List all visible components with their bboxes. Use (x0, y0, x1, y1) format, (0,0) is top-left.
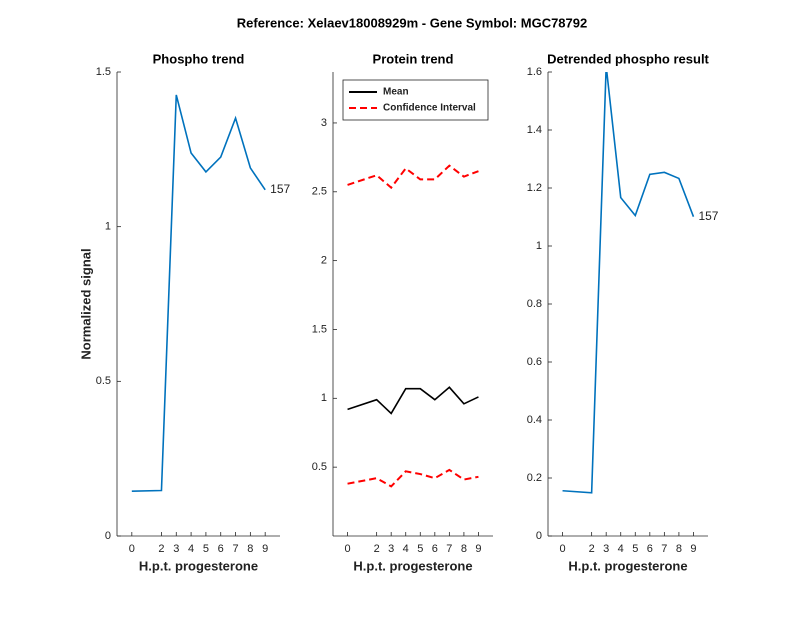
x-axis-label: H.p.t. progesterone (139, 558, 258, 573)
y-tick-label: 3 (321, 117, 327, 129)
y-tick-label: 1.2 (527, 182, 542, 194)
legend-box (342, 79, 489, 121)
x-tick-label: 5 (632, 543, 638, 555)
y-tick-label: 0.8 (527, 298, 542, 310)
x-tick-label: 4 (188, 543, 194, 555)
y-tick-label: 0 (536, 530, 542, 542)
x-tick-label: 0 (129, 543, 135, 555)
y-tick-label: 2 (321, 255, 327, 267)
legend-label: Confidence Interval (383, 103, 476, 114)
annotation: 157 (270, 182, 290, 196)
x-tick-label: 9 (262, 543, 268, 555)
y-tick-label: 0.4 (527, 414, 542, 426)
x-tick-label: 3 (603, 543, 609, 555)
x-tick-label: 4 (618, 543, 624, 555)
y-tick-label: 1.4 (527, 124, 542, 136)
x-tick-label: 0 (344, 543, 350, 555)
x-tick-label: 3 (388, 543, 394, 555)
x-tick-label: 5 (417, 543, 423, 555)
panel-title: Phospho trend (153, 51, 245, 66)
x-tick-label: 9 (690, 543, 696, 555)
x-tick-label: 3 (173, 543, 179, 555)
y-tick-label: 2.5 (312, 186, 327, 198)
y-tick-label: 0 (105, 530, 111, 542)
x-tick-label: 6 (647, 543, 653, 555)
x-tick-label: 6 (218, 543, 224, 555)
x-tick-label: 2 (374, 543, 380, 555)
confidence-line (347, 468, 479, 488)
figure-title: Reference: Xelaev18008929m - Gene Symbol… (237, 15, 587, 30)
y-axis-label: Normalized signal (78, 248, 93, 359)
y-tick-label: 1.5 (96, 66, 111, 78)
panel-title: Detrended phospho result (547, 51, 709, 66)
y-tick-label: 1 (321, 392, 327, 404)
y-tick-label: 0.5 (96, 375, 111, 387)
legend-label: Mean (383, 87, 409, 98)
data-line (131, 94, 266, 492)
x-tick-label: 2 (158, 543, 164, 555)
x-tick-label: 7 (232, 543, 238, 555)
panel-title: Protein trend (373, 51, 454, 66)
x-tick-label: 7 (661, 543, 667, 555)
y-tick-label: 0.2 (527, 472, 542, 484)
x-tick-label: 9 (475, 543, 481, 555)
x-tick-label: 4 (403, 543, 409, 555)
x-tick-label: 8 (676, 543, 682, 555)
y-tick-label: 1.6 (527, 66, 542, 78)
x-axis-label: H.p.t. progesterone (568, 558, 687, 573)
data-line (347, 386, 479, 415)
x-tick-label: 7 (446, 543, 452, 555)
data-line (562, 72, 695, 494)
y-tick-label: 1.5 (312, 323, 327, 335)
y-tick-label: 1 (105, 221, 111, 233)
y-tick-label: 1 (536, 240, 542, 252)
x-axis-label: H.p.t. progesterone (353, 558, 472, 573)
x-tick-label: 8 (247, 543, 253, 555)
x-tick-label: 5 (203, 543, 209, 555)
y-tick-label: 0.5 (312, 461, 327, 473)
x-tick-label: 6 (432, 543, 438, 555)
y-tick-label: 0.6 (527, 356, 542, 368)
annotation: 157 (698, 209, 718, 223)
confidence-line (347, 164, 479, 190)
x-tick-label: 8 (461, 543, 467, 555)
x-tick-label: 2 (589, 543, 595, 555)
x-tick-label: 0 (559, 543, 565, 555)
